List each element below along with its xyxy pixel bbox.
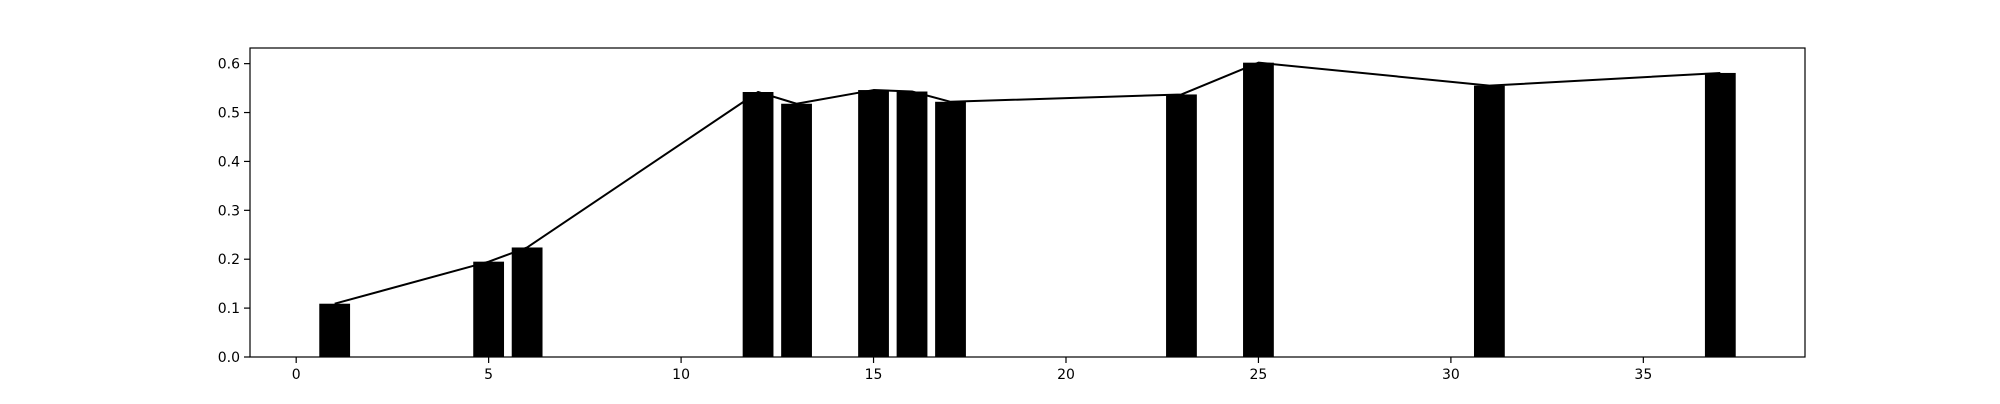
bar-x-31 [1473, 85, 1505, 358]
x-tick-label-20: 20 [1057, 367, 1075, 383]
y-tick-label-4: 0.4 [218, 154, 240, 170]
y-tick-label-1: 0.1 [218, 301, 240, 317]
bar-x-1 [319, 303, 351, 357]
x-tick-label-5: 5 [484, 367, 493, 383]
bar-x-13 [781, 103, 812, 358]
y-tick-label-5: 0.5 [218, 106, 240, 122]
x-tick-label-10: 10 [672, 367, 690, 383]
bar-x-5 [473, 261, 505, 357]
ticks-layer: 0 5 10 15 20 25 30 35 0.0 0.1 0.2 0.3 0.4 0.5 0.6 [218, 57, 1653, 383]
bars-layer [319, 62, 1736, 358]
bar-x-25 [1243, 62, 1274, 358]
y-tick-label-6: 0.6 [218, 57, 240, 73]
bar-x-15 [858, 90, 889, 358]
series-line [334, 61, 1721, 305]
bar-x-37 [1704, 72, 1736, 357]
x-tick-label-35: 35 [1634, 367, 1652, 383]
line-layer [334, 61, 1721, 305]
bar-x-6 [511, 247, 543, 357]
y-tick-label-0: 0.0 [218, 350, 240, 366]
x-tick-label-0: 0 [292, 367, 301, 383]
x-tick-label-15: 15 [865, 367, 883, 383]
y-tick-label-2: 0.2 [218, 252, 240, 268]
bar-x-17 [935, 101, 966, 357]
bar-x-12 [742, 92, 774, 357]
bar-x-23 [1166, 94, 1197, 357]
x-tick-label-30: 30 [1442, 367, 1460, 383]
x-tick-label-25: 25 [1250, 367, 1268, 383]
plot-frame [249, 47, 1806, 358]
bar-x-16 [896, 91, 928, 357]
axes-layer [249, 47, 1806, 358]
y-tick-label-3: 0.3 [218, 203, 240, 219]
